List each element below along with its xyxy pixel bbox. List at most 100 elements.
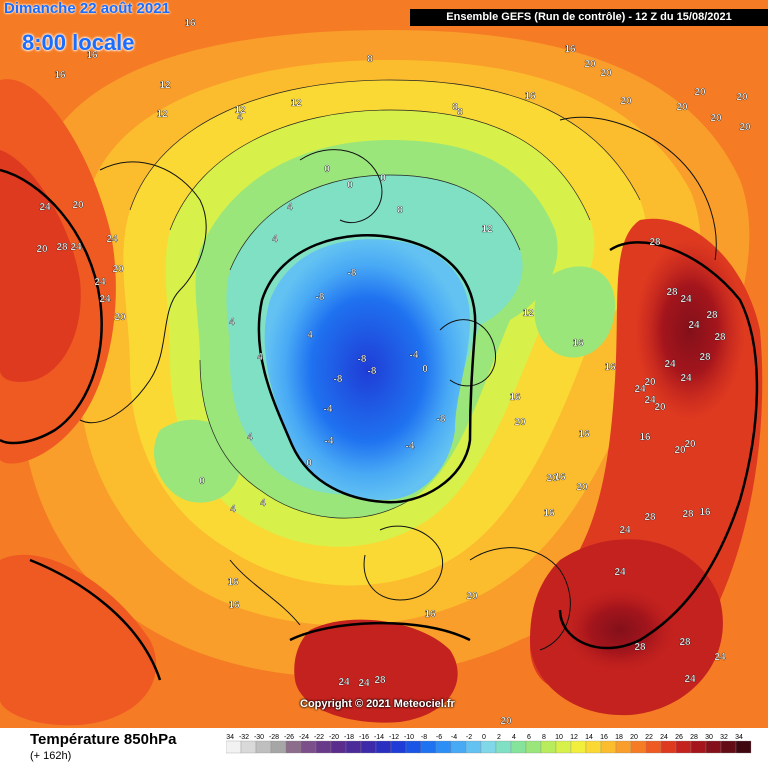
contour-value-label: -4 — [406, 441, 415, 452]
contour-value-label: 28 — [699, 352, 711, 363]
scale-tick-label: 6 — [527, 734, 531, 741]
scale-tick-label: 32 — [720, 734, 728, 741]
scale-color-swatch — [525, 740, 542, 754]
scale-tick-label: 20 — [630, 734, 638, 741]
scale-color-swatch — [330, 740, 347, 754]
scale-tick-label: 18 — [615, 734, 623, 741]
scale-color-swatch — [390, 740, 407, 754]
contour-value-label: 0 — [199, 476, 205, 487]
scale-tick-label: -32 — [239, 734, 249, 741]
contour-value-label: 20 — [694, 87, 706, 98]
scale-tick-label: -30 — [254, 734, 264, 741]
contour-value-label: 16 — [554, 472, 566, 483]
contour-value-label: 24 — [619, 525, 631, 536]
temperature-color-scale: -34-32-30-28-26-24-22-20-18-16-14-12-10-… — [226, 734, 752, 754]
contour-value-label: 20 — [676, 102, 688, 113]
scale-color-swatch — [735, 740, 752, 754]
scale-color-swatch — [255, 740, 272, 754]
siberia-cool-patch — [534, 266, 615, 358]
contour-value-label: 20 — [644, 377, 656, 388]
scale-color-swatch — [285, 740, 302, 754]
pacific-warm-zone — [0, 554, 157, 726]
scale-color-swatch — [510, 740, 527, 754]
scale-tick-label: -10 — [404, 734, 414, 741]
contour-value-label: 12 — [481, 224, 493, 235]
scale-tick-label: -16 — [359, 734, 369, 741]
contour-value-label: 24 — [99, 294, 111, 305]
contour-value-label: 28 — [634, 642, 646, 653]
scale-color-swatch — [645, 740, 662, 754]
scale-tick-label: -22 — [314, 734, 324, 741]
scale-color-swatch — [435, 740, 452, 754]
contour-value-label: -8 — [368, 366, 377, 377]
scale-tick-label: -24 — [299, 734, 309, 741]
contour-value-label: 12 — [159, 80, 171, 91]
model-run-banner: Ensemble GEFS (Run de contrôle) - 12 Z d… — [410, 9, 768, 26]
contour-value-label: 16 — [227, 577, 239, 588]
contour-value-label: -4 — [324, 404, 333, 415]
contour-value-label: 20 — [654, 402, 666, 413]
contour-value-label: 16 — [54, 70, 66, 81]
forecast-date: Dimanche 22 août 2021 — [4, 0, 170, 17]
copyright-notice: Copyright © 2021 Meteociel.fr — [300, 698, 455, 710]
contour-value-label: 16 — [509, 392, 521, 403]
contour-value-label: 24 — [680, 294, 692, 305]
contour-value-label: 28 — [644, 512, 656, 523]
contour-value-label: 20 — [684, 439, 696, 450]
contour-value-label: 28 — [374, 675, 386, 686]
scale-color-swatch — [660, 740, 677, 754]
temperature-map: 16 16 16 12 12 12 12 8 8 8 16 16 20 20 20 20 20 20 20 20 24 2… — [0, 0, 768, 728]
contour-value-label: 20 — [514, 417, 526, 428]
contour-value-label: -8 — [316, 292, 325, 303]
scale-tick-label: -20 — [329, 734, 339, 741]
contour-value-label: 12 — [522, 308, 534, 319]
contour-value-label: 20 — [710, 113, 722, 124]
scale-color-swatch — [360, 740, 377, 754]
contour-value-label: 20 — [584, 59, 596, 70]
contour-value-label: 16 — [228, 600, 240, 611]
scale-tick-label: -18 — [344, 734, 354, 741]
scale-tick-label: 8 — [542, 734, 546, 741]
contour-value-label: 4 — [257, 352, 263, 363]
scale-tick-label: -14 — [374, 734, 384, 741]
contour-value-label: 16 — [424, 609, 436, 620]
contour-value-label: 20 — [736, 92, 748, 103]
contour-value-label: 24 — [714, 652, 726, 663]
scale-color-swatch — [240, 740, 257, 754]
contour-value-label: 8 — [397, 205, 403, 216]
scale-tick-label: 30 — [705, 734, 713, 741]
contour-value-label: 28 — [679, 637, 691, 648]
scale-color-swatch — [375, 740, 392, 754]
contour-value-label: 20 — [739, 122, 751, 133]
atlantic-cool-patch — [154, 419, 241, 503]
scale-tick-label: -8 — [421, 734, 427, 741]
scale-color-swatch — [300, 740, 317, 754]
forecast-local-time: 8:00 locale — [22, 30, 135, 55]
contour-value-label: -4 — [410, 350, 419, 361]
contour-value-label: 28 — [682, 509, 694, 520]
contour-value-label: 16 — [572, 338, 584, 349]
contour-value-label: 24 — [614, 567, 626, 578]
scale-tick-label: 0 — [482, 734, 486, 741]
scale-tick-label: 2 — [497, 734, 501, 741]
contour-value-label: 12 — [290, 98, 302, 109]
contour-value-label: 0 — [324, 164, 330, 175]
scale-color-swatch — [630, 740, 647, 754]
contour-value-label: 4 — [260, 498, 266, 509]
contour-value-label: 28 — [666, 287, 678, 298]
scale-tick-label: 16 — [600, 734, 608, 741]
contour-value-label: 24 — [106, 234, 118, 245]
contour-value-label: 20 — [72, 200, 84, 211]
scale-color-swatch — [270, 740, 287, 754]
contour-value-label: -4 — [325, 436, 334, 447]
contour-value-label: 24 — [94, 277, 106, 288]
scale-color-swatch — [226, 740, 242, 754]
scale-tick-label: 14 — [585, 734, 593, 741]
scale-tick-label: -28 — [269, 734, 279, 741]
contour-value-label: 20 — [114, 312, 126, 323]
contour-value-label: 28 — [714, 332, 726, 343]
scale-tick-label: -6 — [436, 734, 442, 741]
contour-value-label: 8 — [457, 107, 463, 118]
